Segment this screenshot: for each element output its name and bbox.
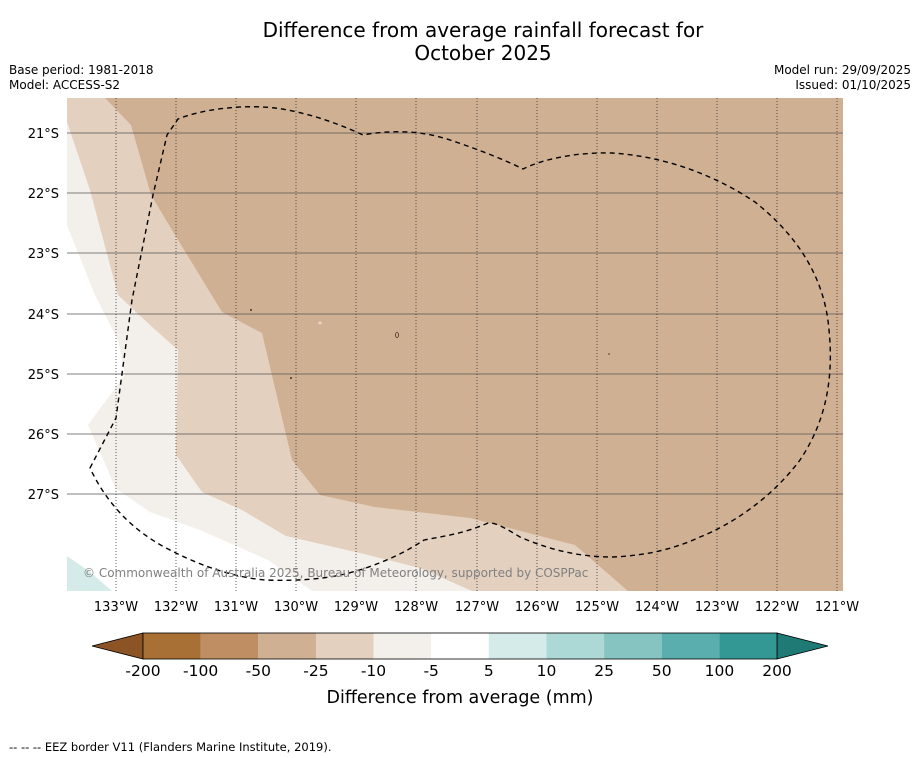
title-line-2: October 2025	[414, 41, 552, 65]
colorbar-tick: -100	[183, 662, 218, 680]
lat-label: 27°S	[28, 488, 59, 503]
colorbar-tick: -25	[303, 662, 328, 680]
issued-date: Issued: 01/10/2025	[795, 78, 911, 92]
contour-speck	[250, 309, 252, 311]
colorbar-tick: 5	[484, 662, 494, 680]
colorbar-segment	[258, 633, 316, 659]
lon-label: 124°W	[635, 600, 679, 615]
colorbar-segment	[143, 633, 201, 659]
lat-label: 22°S	[28, 187, 59, 202]
lon-label: 130°W	[274, 600, 318, 615]
eez-legend: -- -- -- EEZ border V11 (Flanders Marine…	[9, 740, 332, 754]
copyright-text: © Commonwealth of Australia 2025, Bureau…	[83, 566, 588, 580]
colorbar-over-arrow	[776, 632, 829, 660]
colorbar	[91, 632, 829, 660]
colorbar-segment	[315, 633, 374, 659]
colorbar-tick: 10	[537, 662, 557, 680]
colorbar-segment	[200, 633, 259, 659]
lat-label: 26°S	[28, 428, 59, 443]
lat-label: 24°S	[28, 308, 59, 323]
title-line-1: Difference from average rainfall forecas…	[262, 18, 704, 42]
lon-label: 126°W	[515, 600, 559, 615]
colorbar-segment	[431, 633, 489, 659]
lat-labels: 21°S 22°S 23°S 24°S 25°S 26°S 27°S	[28, 127, 59, 503]
contour-speck	[395, 332, 399, 338]
colorbar-tick: 50	[652, 662, 672, 680]
band-minus10-minus5	[67, 122, 472, 591]
colorbar-tick: -50	[246, 662, 271, 680]
meta-right: Model run: 29/09/2025 Issued: 01/10/2025	[774, 63, 911, 93]
contour-speck	[318, 321, 322, 325]
lon-label: 127°W	[455, 600, 499, 615]
colorbar-segment	[546, 633, 605, 659]
band-minus25-minus10	[67, 98, 628, 591]
colorbar-tick: -5	[423, 662, 438, 680]
model-run: Model run: 29/09/2025	[773, 63, 911, 77]
colorbar-tick: -10	[361, 662, 386, 680]
lon-label: 123°W	[695, 600, 739, 615]
meta-left: Base period: 1981-2018 Model: ACCESS-S2	[9, 63, 154, 93]
lon-label: 129°W	[334, 600, 378, 615]
colorbar-label: Difference from average (mm)	[326, 688, 593, 708]
lon-label: 131°W	[214, 600, 258, 615]
lon-label: 133°W	[94, 600, 138, 615]
lat-label: 21°S	[28, 127, 59, 142]
chart-title: Difference from average rainfall forecas…	[0, 19, 919, 65]
colorbar-ticks: -200 -100 -50 -25 -10 -5 5 10 25 50 100 …	[125, 662, 791, 680]
base-period: Base period: 1981-2018	[9, 63, 154, 77]
colorbar-segment	[373, 633, 432, 659]
lon-label: 122°W	[755, 600, 799, 615]
rainfall-map: © Commonwealth of Australia 2025, Bureau…	[67, 98, 843, 591]
model-name: Model: ACCESS-S2	[9, 78, 121, 92]
colorbar-segment	[661, 633, 720, 659]
lat-label: 25°S	[28, 368, 59, 383]
colorbar-tick: -200	[125, 662, 160, 680]
lon-label: 125°W	[575, 600, 619, 615]
band-plus5-plus10	[67, 556, 112, 591]
colorbar-under-arrow	[91, 632, 144, 660]
lon-label: 132°W	[154, 600, 198, 615]
colorbar-segment	[488, 633, 547, 659]
lon-label: 121°W	[815, 600, 859, 615]
lat-label: 23°S	[28, 247, 59, 262]
band-minus5-plus5	[67, 225, 312, 591]
colorbar-outline	[142, 632, 778, 660]
colorbar-tick: 100	[705, 662, 735, 680]
colorbar-tick: 200	[762, 662, 792, 680]
contour-speck	[290, 377, 292, 379]
lon-gridlines	[115, 98, 838, 591]
eez-border	[89, 106, 832, 582]
lon-labels: 133°W 132°W 131°W 130°W 129°W 128°W 127°…	[94, 600, 859, 615]
colorbar-segment	[719, 633, 777, 659]
lat-gridlines	[67, 132, 843, 495]
lon-label: 128°W	[394, 600, 438, 615]
colorbar-segment	[604, 633, 662, 659]
colorbar-tick: 25	[594, 662, 614, 680]
contour-speck	[608, 353, 610, 355]
